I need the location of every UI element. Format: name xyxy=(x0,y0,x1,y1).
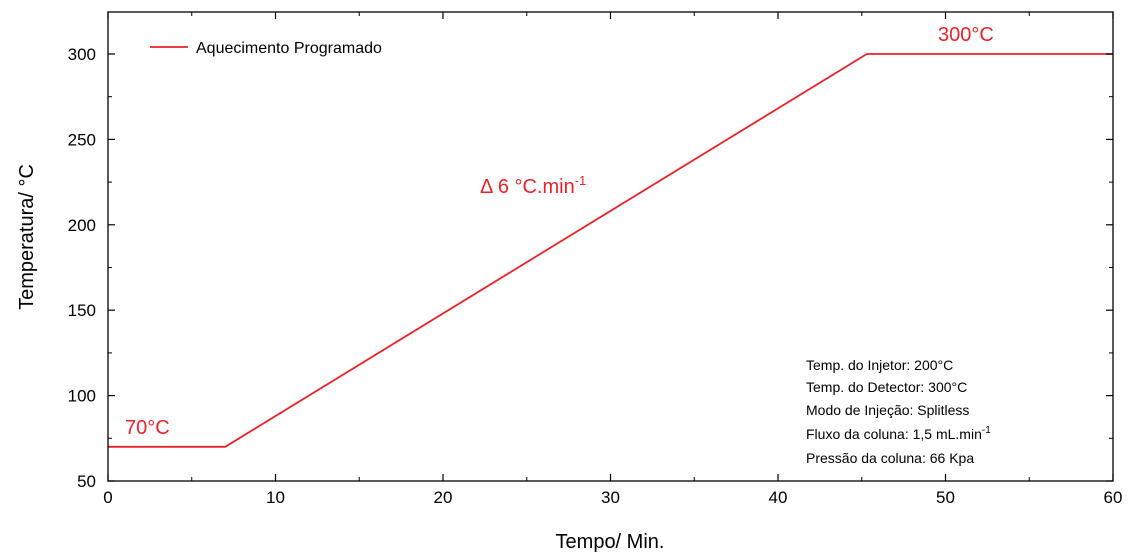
legend-label-aquecimento: Aquecimento Programado xyxy=(196,40,382,57)
condition-injection-mode: Modo de Injeção: Splitless xyxy=(806,402,969,418)
y-tick-label-300: 300 xyxy=(68,45,96,64)
condition-detector-temp: Temp. do Detector: 300°C xyxy=(806,379,967,395)
series-layer xyxy=(108,53,1113,448)
axes-layer: 0 10 20 30 40 50 60 50 100 150 200 250 300 xyxy=(68,11,1123,507)
x-tick-label-60: 60 xyxy=(1104,488,1123,507)
start-temperature-annotation: 70°C xyxy=(125,417,170,439)
x-axis-title: Tempo/ Min. xyxy=(556,531,665,553)
final-temperature-annotation: 300°C xyxy=(938,24,994,46)
y-tick-label-250: 250 xyxy=(68,130,96,149)
series-line-0 xyxy=(108,53,1113,448)
y-tick-label-200: 200 xyxy=(68,216,96,235)
x-tick-label-30: 30 xyxy=(601,488,620,507)
y-tick-label-50: 50 xyxy=(77,472,96,491)
heating-rate-exponent: -1 xyxy=(575,173,587,188)
y-tick-label-100: 100 xyxy=(68,387,96,406)
x-tick-label-0: 0 xyxy=(103,488,112,507)
legend: Aquecimento Programado xyxy=(150,40,382,57)
x-tick-label-20: 20 xyxy=(434,488,453,507)
conditions-panel: Temp. do Injetor: 200°C Temp. do Detecto… xyxy=(806,357,991,466)
x-tick-label-40: 40 xyxy=(769,488,788,507)
x-tick-label-10: 10 xyxy=(266,488,285,507)
y-axis-title: Temperatura/ °C xyxy=(16,164,38,310)
y-tick-label-150: 150 xyxy=(68,301,96,320)
condition-injector-temp: Temp. do Injetor: 200°C xyxy=(806,357,953,373)
condition-column-flow: Fluxo da coluna: 1,5 mL.min-1 xyxy=(806,425,991,442)
heating-rate-annotation: Δ 6 °C.min-1 xyxy=(480,173,586,198)
heating-rate-text: Δ 6 °C.min xyxy=(480,176,575,198)
x-tick-label-50: 50 xyxy=(936,488,955,507)
condition-column-pressure: Pressão da coluna: 66 Kpa xyxy=(806,450,974,466)
